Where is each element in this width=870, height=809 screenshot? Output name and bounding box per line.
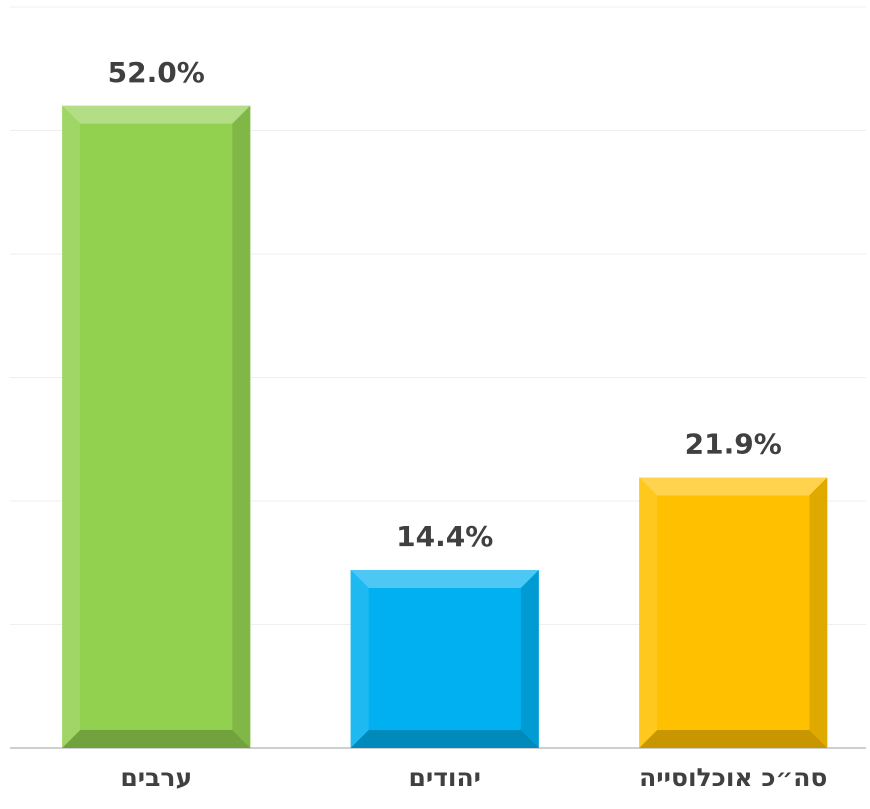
x-tick-label: סה״כ אוכלוסייה <box>639 763 827 792</box>
bar-bevel <box>232 105 251 749</box>
bar-bevel <box>350 570 369 748</box>
bar-face <box>368 588 521 730</box>
bar-bevel <box>639 477 828 496</box>
bar-bevel <box>639 730 828 748</box>
bar-face <box>657 495 810 730</box>
bar-face <box>80 123 233 731</box>
bar-bevel <box>639 477 658 748</box>
value-label: 52.0% <box>108 56 205 89</box>
value-label: 21.9% <box>685 428 782 461</box>
value-label: 14.4% <box>396 520 493 553</box>
bar-bevel <box>809 477 828 748</box>
bar-bevel <box>520 570 539 748</box>
bar-bevel <box>350 730 539 748</box>
x-tick-label: ערבים <box>120 763 192 792</box>
bar-bevel <box>62 105 81 749</box>
bar-bevel <box>62 730 251 748</box>
bar-bevel <box>350 570 539 589</box>
x-tick-label: יהודים <box>408 763 481 792</box>
bar-bevel <box>62 105 251 124</box>
